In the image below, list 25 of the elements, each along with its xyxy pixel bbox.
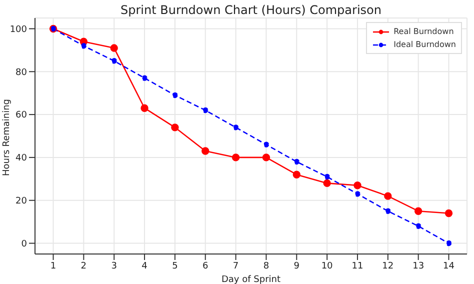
y-axis-title: Hours Remaining [2,98,12,176]
x-tick-label: 12 [382,261,394,272]
x-tick-label: 11 [352,261,364,272]
x-tick-label: 5 [172,261,178,272]
legend-label: Ideal Burndown [394,39,456,51]
x-tick-label: 13 [412,261,424,272]
chart-title: Sprint Burndown Chart (Hours) Comparison [120,3,382,17]
legend-label: Real Burndown [394,26,454,38]
x-tick-label: 9 [294,261,300,272]
x-tick-label: 14 [443,261,455,272]
x-tick-label: 1 [50,261,56,272]
x-tick-label: 6 [202,261,208,272]
y-tick-label: 20 [16,196,28,207]
y-tick-label: 60 [16,110,28,121]
x-axis-title: Day of Sprint [221,275,281,284]
x-tick-label: 10 [321,261,334,272]
y-tick-label: 0 [21,239,28,250]
x-tick-label: 7 [232,261,239,272]
y-tick-label: 100 [10,24,28,35]
y-tick-label: 80 [16,68,28,78]
x-tick-label: 4 [142,261,148,272]
x-tick-label: 3 [111,261,117,272]
x-tick-label: 2 [80,261,87,272]
x-tick-label: 8 [263,261,270,272]
y-tick-label: 40 [16,154,28,164]
